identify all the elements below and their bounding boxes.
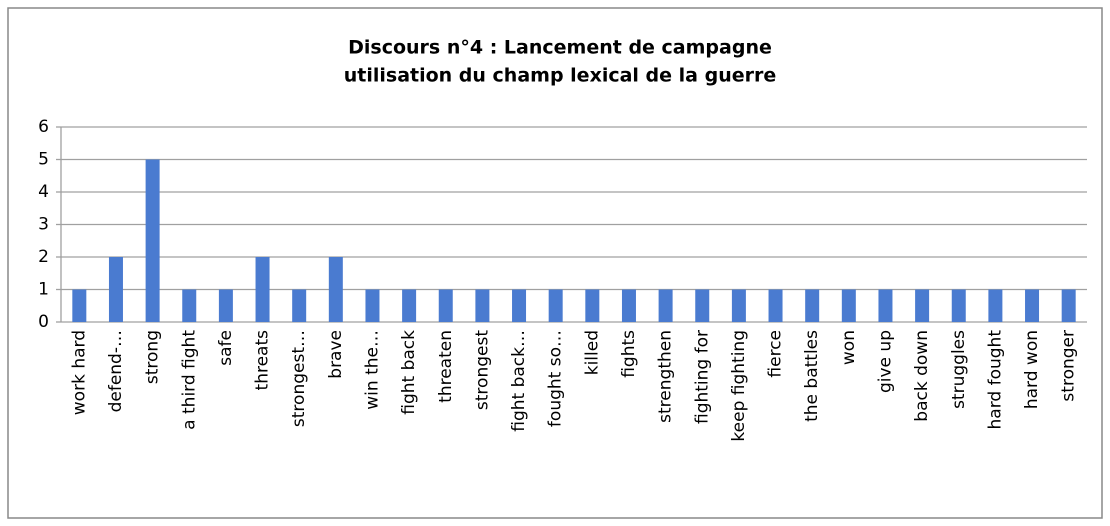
bar — [108, 257, 123, 322]
bar — [548, 289, 563, 322]
x-tick-label: fight back — [399, 330, 419, 415]
bar — [805, 289, 820, 322]
bar — [658, 289, 673, 322]
bar — [585, 289, 600, 322]
bar — [621, 289, 636, 322]
bar — [1061, 289, 1076, 322]
x-tick-label: work hard — [69, 330, 89, 415]
x-tick-label: safe — [216, 330, 236, 366]
bar — [841, 289, 856, 322]
x-tick-label: fighting for — [692, 330, 712, 424]
y-tick-label: 2 — [38, 247, 49, 267]
bar — [218, 289, 233, 322]
x-tick-label: keep fighting — [729, 330, 749, 442]
bar — [951, 289, 966, 322]
y-tick-label: 5 — [38, 150, 49, 170]
y-tick-label: 4 — [38, 182, 49, 202]
x-tick-label: won — [839, 330, 859, 365]
x-tick-label: strongest… — [289, 330, 309, 427]
x-tick-label: hard fought — [985, 330, 1005, 430]
x-tick-label: a third fight — [179, 330, 199, 430]
x-tick-label: the battles — [802, 330, 822, 422]
bar — [72, 289, 87, 322]
chart-title: Discours n°4 : Lancement de campagne — [348, 37, 772, 59]
bar — [182, 289, 197, 322]
bar — [402, 289, 417, 322]
x-tick-label: fight back… — [509, 330, 529, 432]
y-tick-label: 6 — [38, 117, 49, 137]
x-tick-label: strongest — [472, 330, 492, 410]
x-tick-label: fought so… — [546, 330, 566, 427]
bar — [328, 257, 343, 322]
bar — [512, 289, 527, 322]
bar — [365, 289, 380, 322]
bar — [438, 289, 453, 322]
bar — [768, 289, 783, 322]
y-tick-label: 0 — [38, 312, 49, 332]
bar — [1025, 289, 1040, 322]
bar — [988, 289, 1003, 322]
x-tick-label: brave — [326, 330, 346, 379]
bar — [255, 257, 270, 322]
bar — [475, 289, 490, 322]
bar — [145, 159, 160, 322]
x-tick-label: win the… — [362, 330, 382, 410]
bar — [915, 289, 930, 322]
chart-frame — [7, 7, 1103, 519]
x-tick-label: stronger — [1059, 330, 1079, 402]
x-tick-label: killed — [582, 330, 602, 375]
bar — [695, 289, 710, 322]
x-tick-label: back down — [912, 330, 932, 422]
x-tick-label: threats — [253, 330, 273, 391]
bar — [878, 289, 893, 322]
x-tick-label: hard won — [1022, 330, 1042, 409]
x-tick-label: struggles — [949, 330, 969, 409]
x-tick-label: threaten — [436, 330, 456, 403]
bar — [292, 289, 307, 322]
x-tick-label: fights — [619, 330, 639, 378]
x-tick-label: give up — [875, 330, 895, 393]
x-tick-label: strengthen — [656, 330, 676, 423]
chart-title: utilisation du champ lexical de la guerr… — [344, 65, 777, 87]
x-tick-label: strong — [143, 330, 163, 384]
x-tick-label: defend-… — [106, 330, 126, 412]
y-tick-label: 1 — [38, 280, 49, 300]
bar — [731, 289, 746, 322]
x-tick-label: fierce — [766, 330, 786, 378]
y-tick-label: 3 — [38, 215, 49, 235]
